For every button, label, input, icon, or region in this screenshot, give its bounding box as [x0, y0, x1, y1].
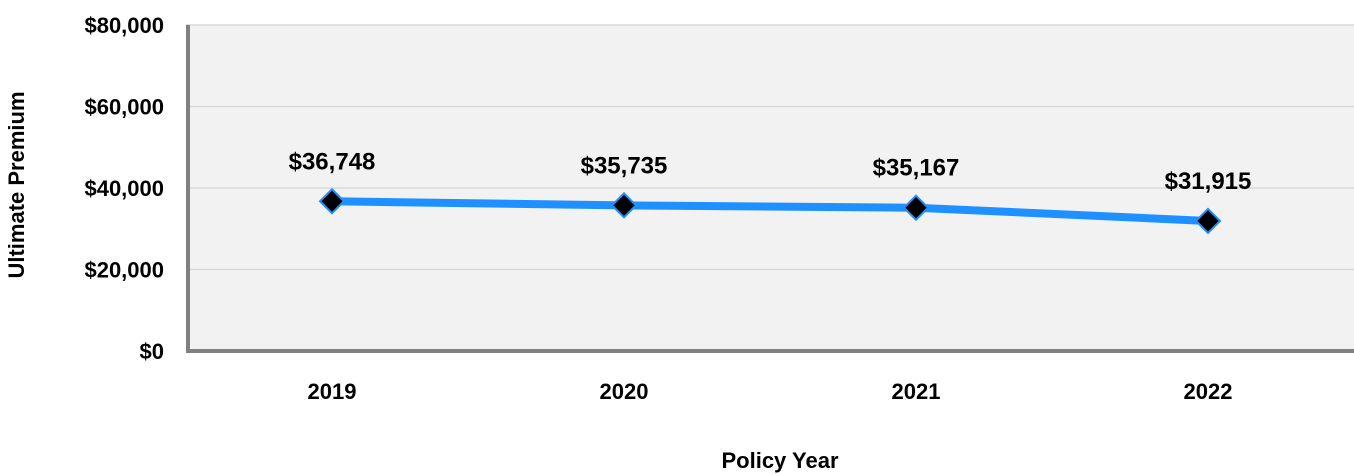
x-tick-label: 2019: [308, 379, 357, 404]
y-tick-label: $80,000: [84, 13, 164, 38]
data-label: $36,748: [289, 148, 376, 175]
y-tick-label: $40,000: [84, 176, 164, 201]
data-point-marker: [610, 191, 638, 219]
y-tick-label: $60,000: [84, 95, 164, 120]
x-axis-title: Policy Year: [721, 448, 838, 473]
x-tick-label: 2022: [1184, 379, 1233, 404]
data-point-marker: [1194, 207, 1222, 235]
data-label: $35,167: [873, 155, 960, 182]
y-axis-title: Ultimate Premium: [4, 91, 29, 278]
data-label: $31,915: [1165, 168, 1252, 195]
axes: [186, 25, 1354, 353]
x-axis-ticks: 2019 2020 2021 2022: [308, 379, 1233, 404]
x-tick-label: 2020: [600, 379, 649, 404]
data-point-marker: [318, 187, 346, 215]
y-axis-ticks: $0 $20,000 $40,000 $60,000 $80,000: [84, 13, 164, 364]
y-tick-label: $0: [140, 339, 164, 364]
y-tick-label: $20,000: [84, 258, 164, 283]
data-point-marker: [902, 194, 930, 222]
series-group: $36,748 $35,735 $35,167 $31,915: [289, 148, 1252, 235]
data-label: $35,735: [581, 152, 668, 179]
x-tick-label: 2021: [892, 379, 941, 404]
gridlines: [186, 24, 1354, 271]
series-line: [328, 197, 1212, 225]
